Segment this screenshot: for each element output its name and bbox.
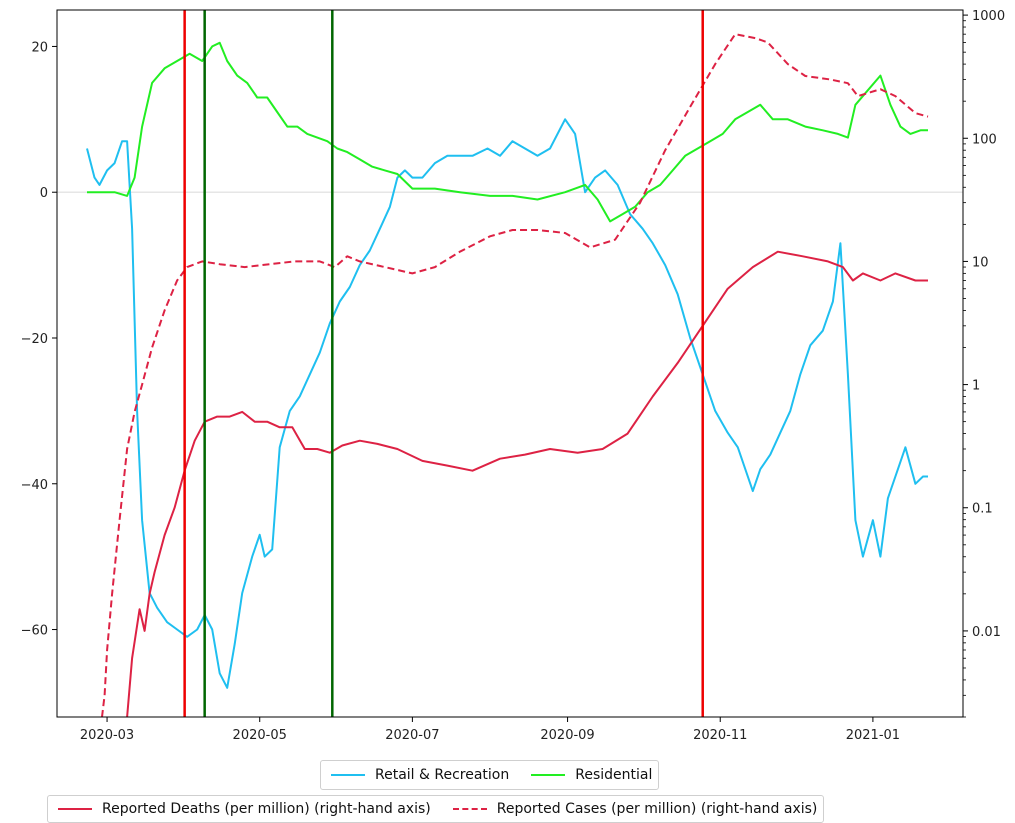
left-tick-label: −60 (21, 624, 48, 639)
legend-label: Retail & Recreation (375, 767, 510, 783)
right-tick-label: 100 (972, 132, 997, 147)
series-line-1 (86, 118, 928, 689)
legend-row-2-entry-2: Reported Cases (per million) (right-hand… (445, 801, 818, 817)
series-layer (86, 33, 929, 717)
legend-row-1: Retail & Recreation Residential (320, 760, 660, 790)
x-tick-label: 2020-11 (693, 728, 747, 743)
x-tick-label: 2020-03 (80, 728, 134, 743)
x-tick-label: 2020-07 (385, 728, 439, 743)
legend-label: Reported Deaths (per million) (right-han… (102, 801, 431, 817)
legend-swatch (531, 774, 566, 776)
left-tick-label: −20 (21, 332, 48, 347)
x-axis: 2020-03 2020-05 2020-07 2020-09 2020-11 2021-… (80, 717, 900, 743)
legend-row-2-entry-1: Reported Deaths (per million) (right-han… (50, 801, 431, 817)
x-tick-label: 2020-05 (233, 728, 287, 743)
legend-label: Residential (575, 767, 653, 783)
x-tick-label: 2020-09 (540, 728, 594, 743)
right-tick-label: 0.01 (972, 625, 1001, 640)
legend-row-2: Reported Deaths (per million) (right-han… (47, 795, 825, 823)
legend-swatch (58, 808, 92, 810)
right-tick-label: 1 (972, 379, 980, 394)
left-tick-label: −40 (21, 478, 48, 493)
series-line-4 (101, 33, 929, 717)
series-line-2 (87, 41, 928, 223)
right-tick-label: 0.1 (972, 502, 993, 517)
left-axis: 20 0 −20 −40 −60 (21, 40, 57, 639)
legend-row-1-entry-2: Residential (523, 767, 652, 783)
right-tick-label: 10 (972, 255, 989, 270)
legend-swatch (452, 808, 487, 810)
legend-label: Reported Cases (per million) (right-hand… (496, 801, 818, 817)
x-tick-label: 2021-01 (846, 728, 900, 743)
left-tick-label: 0 (40, 186, 48, 201)
left-tick-label: 20 (31, 40, 48, 55)
right-tick-label: 1000 (972, 9, 1005, 24)
legend-row-1-entry-1: Retail & Recreation (323, 767, 509, 783)
legend-swatch (331, 774, 365, 776)
series-line-3 (126, 250, 928, 717)
vertical-lines-layer (183, 10, 704, 717)
plot-frame (56, 9, 964, 718)
right-axis: 1000 100 10 1 0.1 0.01 (963, 9, 1005, 718)
